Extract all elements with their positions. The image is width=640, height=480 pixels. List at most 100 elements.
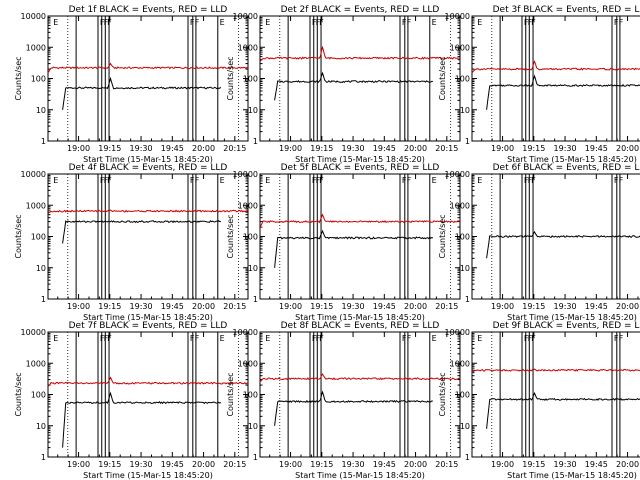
x-tick-label: 19:00 bbox=[67, 144, 90, 153]
x-tick-label: 20:00 bbox=[616, 460, 639, 469]
x-tick-label: 19:15 bbox=[310, 144, 333, 153]
x-axis-label: Start Time (15-Mar-15 18:45:20) bbox=[295, 313, 425, 322]
x-tick-label: 20:15 bbox=[223, 144, 246, 153]
flag-letter: F bbox=[407, 334, 412, 343]
x-tick-label: 20:15 bbox=[435, 302, 458, 311]
panel-det-3f: Det 3f BLACK = Events, RED = LLD 1 10 100 10… bbox=[438, 5, 640, 164]
x-tick-label: 19:45 bbox=[585, 302, 608, 311]
panel-title: Det 3f BLACK = Events, RED = LLD bbox=[493, 5, 640, 15]
flag-letter: E bbox=[220, 334, 225, 343]
flag-letter: E bbox=[432, 334, 437, 343]
x-tick-label: 19:00 bbox=[67, 460, 90, 469]
y-tick-label: 1000 bbox=[450, 359, 470, 368]
x-tick-label: 19:45 bbox=[585, 144, 608, 153]
x-tick-label: 19:45 bbox=[373, 460, 396, 469]
series-line-events bbox=[62, 76, 222, 110]
flag-letter: F bbox=[614, 176, 619, 185]
flag-letter: E bbox=[432, 18, 437, 27]
series-line-lld bbox=[471, 368, 640, 374]
y-tick-label: 100 bbox=[455, 75, 470, 84]
y-axis-label: Counts/sec bbox=[14, 56, 23, 100]
panel-title: Det 4f BLACK = Events, RED = LLD bbox=[69, 163, 228, 173]
flag-letter: F bbox=[619, 176, 624, 185]
flag-letter: F bbox=[195, 18, 200, 27]
series-line-events bbox=[62, 391, 222, 448]
x-tick-label: 19:15 bbox=[522, 302, 545, 311]
flag-letter: F bbox=[319, 18, 324, 27]
x-tick-label: 19:45 bbox=[161, 460, 184, 469]
flag-letter: E bbox=[477, 18, 482, 27]
flag-letter: F bbox=[100, 334, 105, 343]
flag-letter: F bbox=[312, 334, 317, 343]
x-axis-label: Start Time (15-Mar-15 18:45:20) bbox=[295, 155, 425, 164]
x-tick-label: 19:45 bbox=[585, 460, 608, 469]
x-tick-label: 19:30 bbox=[554, 302, 577, 311]
panel-title: Det 8f BLACK = Events, RED = LLD bbox=[281, 321, 440, 331]
y-tick-label: 1000 bbox=[450, 43, 470, 52]
flag-letter: F bbox=[100, 176, 105, 185]
panel-det-7f: Det 7f BLACK = Events, RED = LLD 1 10 100 10… bbox=[14, 321, 249, 480]
y-tick-label: 1000 bbox=[238, 201, 258, 210]
flag-letter: F bbox=[407, 176, 412, 185]
x-tick-label: 19:15 bbox=[98, 460, 121, 469]
flag-letter: E bbox=[265, 334, 270, 343]
x-axis-label: Start Time (15-Mar-15 18:45:20) bbox=[507, 313, 637, 322]
x-tick-label: 19:45 bbox=[161, 144, 184, 153]
flag-letter: F bbox=[312, 18, 317, 27]
y-tick-label: 1 bbox=[465, 137, 470, 146]
flag-letter: F bbox=[614, 18, 619, 27]
y-tick-label: 10000 bbox=[445, 328, 470, 337]
x-tick-label: 20:15 bbox=[223, 302, 246, 311]
x-tick-label: 19:30 bbox=[130, 460, 153, 469]
flag-letter: E bbox=[477, 334, 482, 343]
flag-letter: F bbox=[531, 176, 536, 185]
x-tick-label: 20:00 bbox=[192, 302, 215, 311]
y-tick-label: 100 bbox=[31, 233, 46, 242]
y-tick-label: 1 bbox=[41, 137, 46, 146]
x-tick-label: 19:30 bbox=[342, 144, 365, 153]
y-axis-label: Counts/sec bbox=[226, 214, 235, 258]
series-line-lld bbox=[259, 213, 461, 228]
flag-letter: E bbox=[220, 18, 225, 27]
flag-letter: F bbox=[614, 334, 619, 343]
y-tick-label: 100 bbox=[31, 391, 46, 400]
series-line-events bbox=[62, 220, 221, 244]
panel-det-2f: Det 2f BLACK = Events, RED = LLD 1 10 100 10… bbox=[226, 5, 461, 164]
panel-title: Det 7f BLACK = Events, RED = LLD bbox=[69, 321, 228, 331]
y-tick-label: 100 bbox=[455, 391, 470, 400]
x-tick-label: 19:30 bbox=[554, 460, 577, 469]
flag-letter: F bbox=[528, 176, 533, 185]
flag-letter: E bbox=[265, 18, 270, 27]
x-tick-label: 20:00 bbox=[616, 302, 639, 311]
y-tick-label: 10 bbox=[460, 422, 470, 431]
y-tick-label: 1 bbox=[253, 137, 258, 146]
series-line-lld bbox=[47, 62, 249, 74]
series-line-events bbox=[274, 390, 434, 426]
x-tick-label: 19:30 bbox=[130, 302, 153, 311]
x-tick-label: 20:00 bbox=[404, 302, 427, 311]
x-tick-label: 19:30 bbox=[342, 460, 365, 469]
y-tick-label: 100 bbox=[243, 233, 258, 242]
y-axis-label: Counts/sec bbox=[438, 372, 447, 416]
y-axis-label: Counts/sec bbox=[14, 372, 23, 416]
series-line-events bbox=[486, 74, 640, 110]
y-axis-label: Counts/sec bbox=[14, 214, 23, 258]
x-axis-label: Start Time (15-Mar-15 18:45:20) bbox=[507, 471, 637, 480]
flag-letter: E bbox=[53, 334, 58, 343]
y-axis-label: Counts/sec bbox=[438, 56, 447, 100]
y-tick-label: 1 bbox=[465, 453, 470, 462]
y-tick-label: 10000 bbox=[21, 12, 46, 21]
y-tick-label: 10 bbox=[460, 106, 470, 115]
series-line-events bbox=[486, 230, 640, 259]
x-tick-label: 19:00 bbox=[491, 460, 514, 469]
x-tick-label: 19:15 bbox=[98, 302, 121, 311]
x-tick-label: 19:00 bbox=[67, 302, 90, 311]
panel-title: Det 2f BLACK = Events, RED = LLD bbox=[281, 5, 440, 15]
x-tick-label: 19:45 bbox=[161, 302, 184, 311]
flag-letter: F bbox=[316, 18, 321, 27]
flag-letter: F bbox=[407, 18, 412, 27]
x-tick-label: 19:15 bbox=[310, 460, 333, 469]
flag-letter: E bbox=[53, 18, 58, 27]
flag-letter: F bbox=[190, 18, 195, 27]
flag-letter: F bbox=[107, 176, 112, 185]
